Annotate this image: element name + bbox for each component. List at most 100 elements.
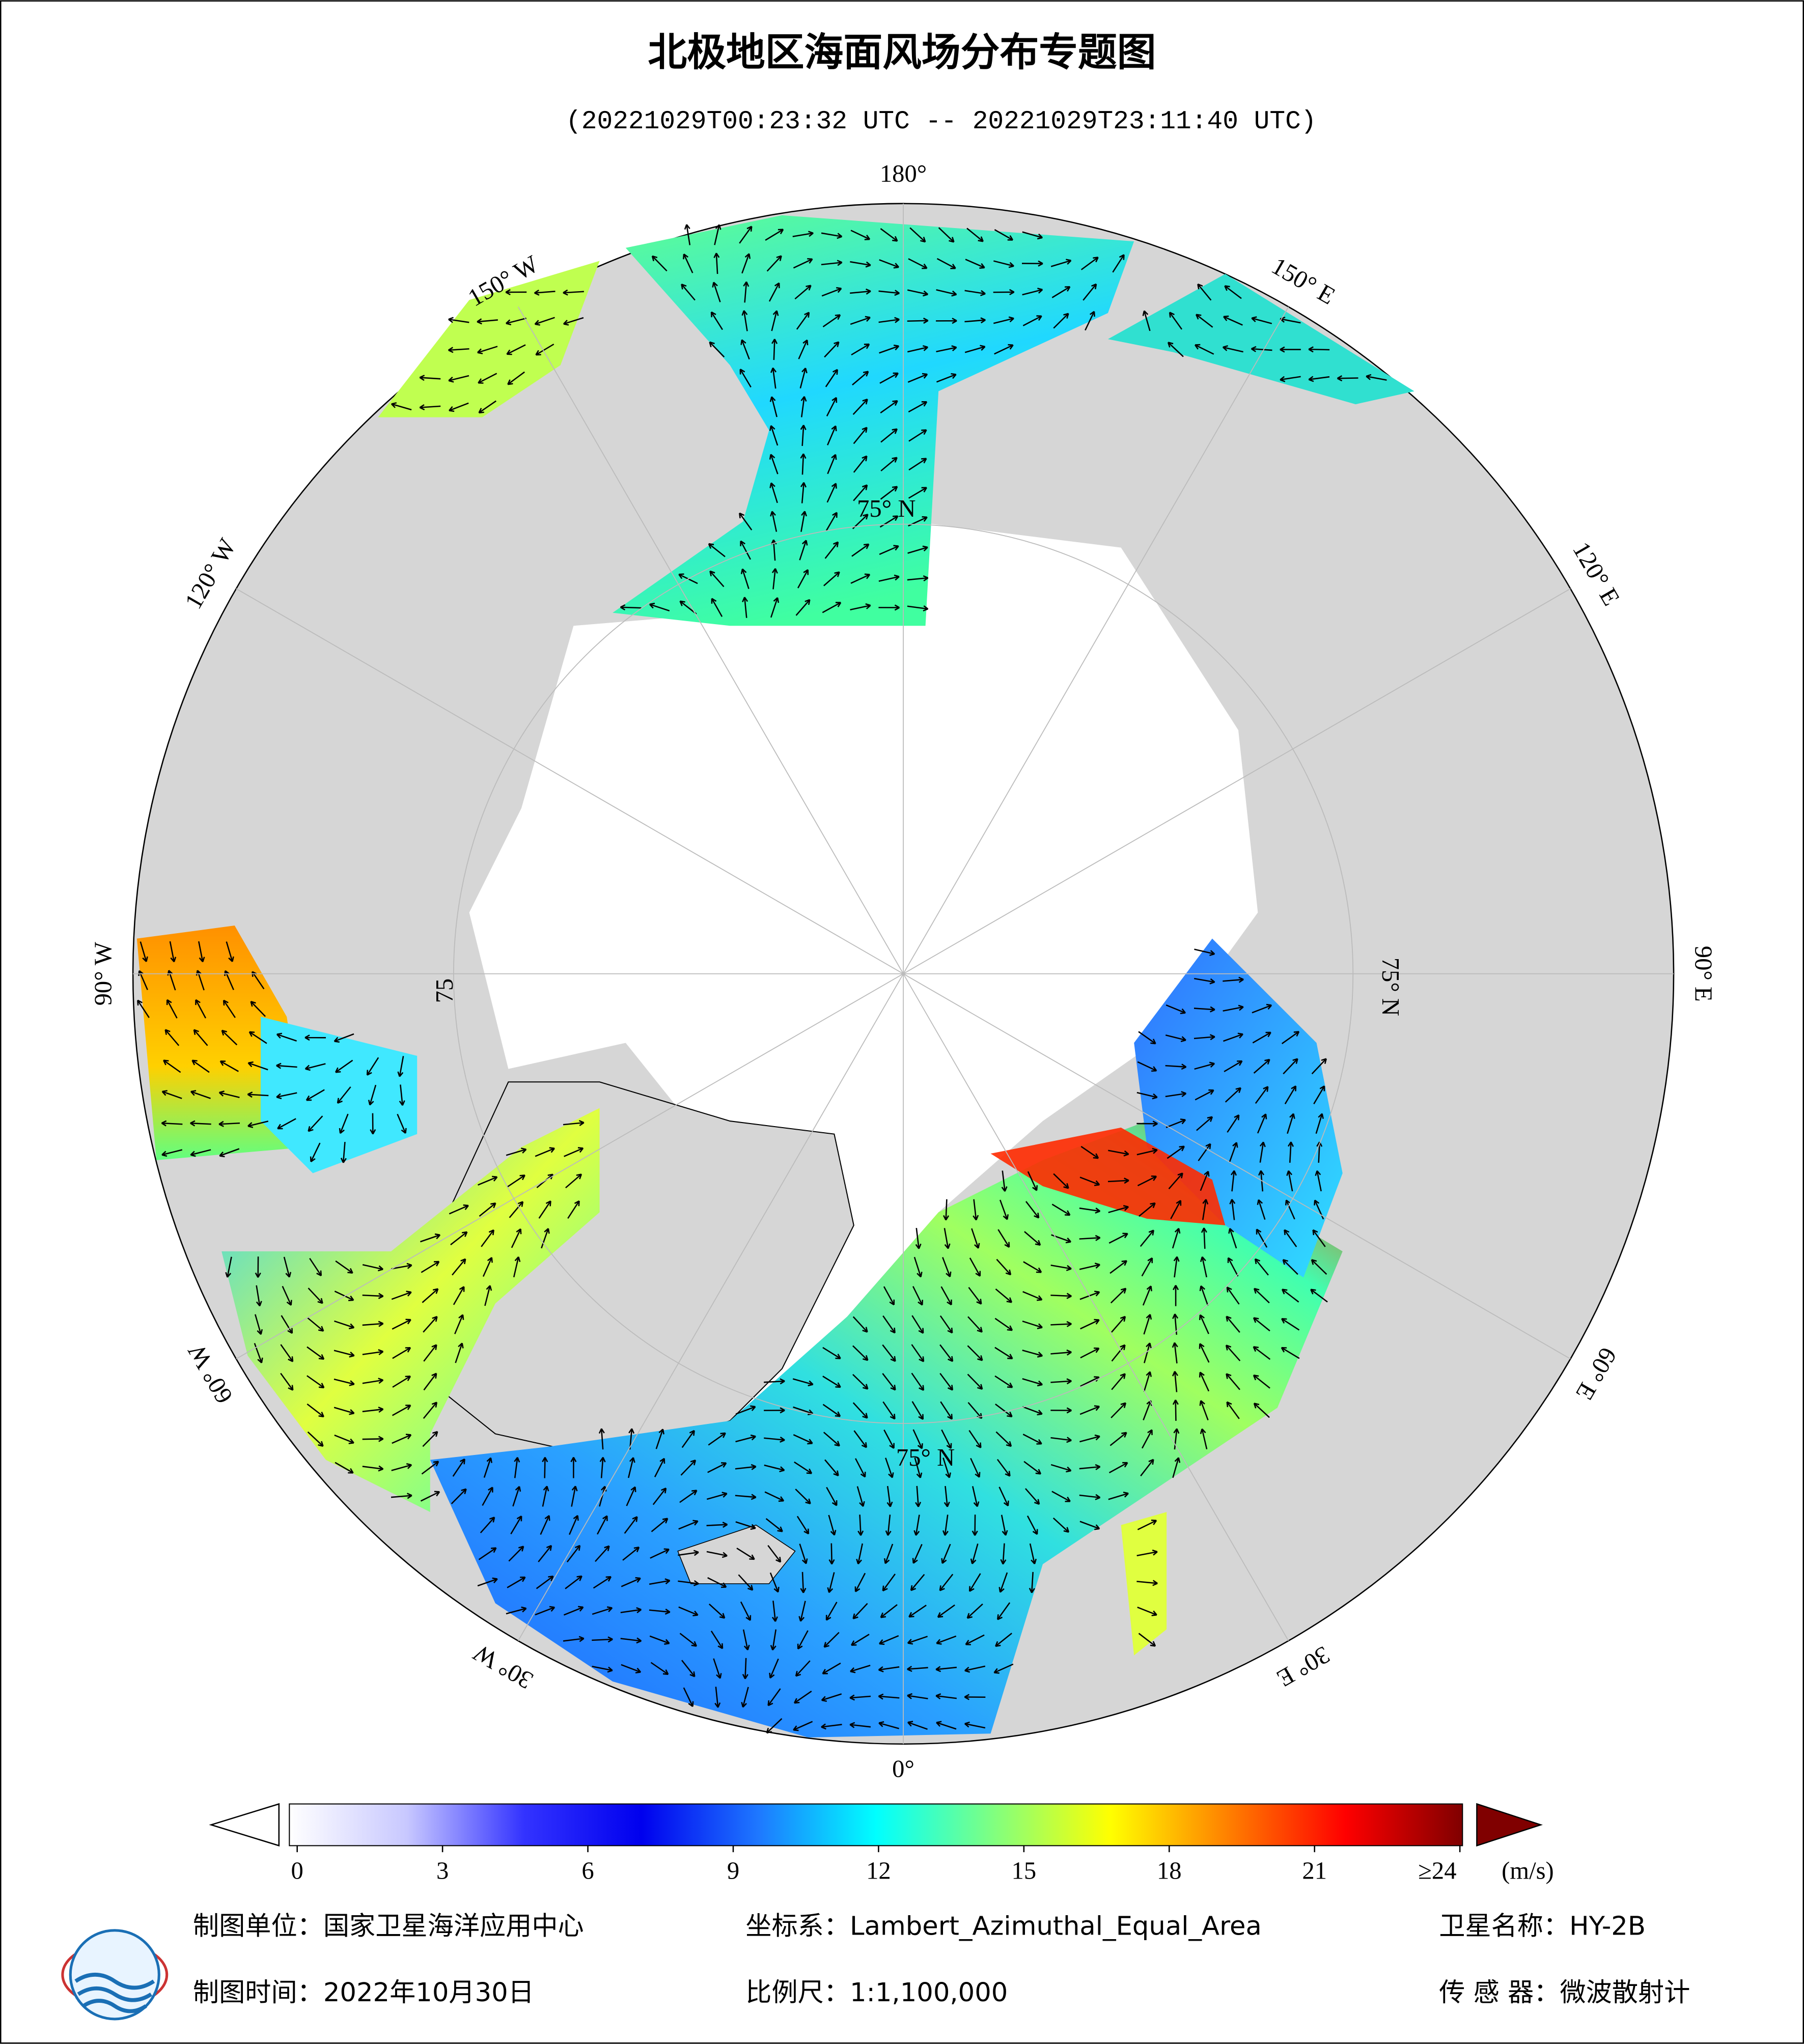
wind-arrow: [507, 1576, 526, 1588]
wind-arrow: [792, 1378, 814, 1387]
wind-arrow: [1202, 1199, 1209, 1220]
wind-arrow: [1259, 1141, 1266, 1163]
wind-arrow: [800, 453, 807, 475]
wind-arrow: [1287, 1141, 1294, 1163]
wind-arrow: [161, 1149, 183, 1157]
wind-arrow: [1254, 1258, 1269, 1276]
wind-arrow: [766, 255, 782, 272]
wind-arrow: [972, 1486, 980, 1507]
wind-arrow: [1142, 1429, 1153, 1449]
wind-arrow: [1173, 1428, 1180, 1450]
wind-arrow: [1311, 1259, 1327, 1275]
wind-arrow: [823, 1432, 840, 1447]
wind-arrow: [853, 484, 868, 501]
wind-arrow: [513, 1256, 521, 1278]
wind-arrow: [883, 1430, 895, 1449]
wind-arrow: [511, 1228, 522, 1248]
wind-arrow: [1194, 977, 1215, 985]
wind-arrow: [880, 1604, 898, 1618]
wind-arrow: [306, 1089, 325, 1101]
wind-arrow: [969, 1257, 981, 1277]
wind-arrow: [971, 1228, 980, 1249]
wind-arrow: [884, 1544, 894, 1564]
wind-arrow: [1136, 1147, 1158, 1156]
wind-arrow: [478, 1547, 497, 1560]
wind-arrow: [740, 540, 752, 560]
wind-arrow: [882, 1401, 896, 1420]
wind-arrow: [304, 1063, 326, 1071]
wind-arrow: [994, 1375, 1013, 1388]
wind-arrow: [1251, 346, 1272, 352]
wind-arrow: [966, 1603, 983, 1619]
wind-arrow: [651, 1518, 669, 1532]
wind-arrow: [190, 1120, 211, 1127]
wind-arrow: [419, 404, 441, 411]
wind-arrow: [935, 1693, 957, 1700]
wind-arrow: [392, 1405, 411, 1416]
wind-arrow: [707, 1462, 727, 1473]
wind-arrow: [970, 1458, 981, 1478]
wind-arrow: [709, 570, 725, 587]
wind-arrow: [542, 1486, 549, 1507]
wind-arrow: [1287, 1113, 1295, 1134]
wind-arrow: [370, 1113, 376, 1135]
wind-arrow: [420, 1233, 441, 1243]
wind-arrow: [362, 1264, 383, 1272]
wind-arrow: [912, 1544, 923, 1564]
wind-arrow: [451, 1488, 467, 1504]
wind-arrow: [743, 281, 750, 303]
wind-arrow: [1251, 316, 1272, 324]
wind-arrow: [1165, 1063, 1187, 1070]
wind-arrow: [996, 1258, 1012, 1276]
wind-arrow: [714, 224, 721, 245]
wind-arrow: [541, 1228, 550, 1249]
wind-arrow: [1223, 1032, 1243, 1042]
colorbar-tick-label: 18: [1157, 1857, 1182, 1884]
wind-arrow: [247, 1091, 269, 1098]
wind-arrow: [735, 1521, 756, 1530]
colorbar-tick-label: 12: [866, 1857, 891, 1884]
wind-arrow: [936, 1721, 957, 1730]
wind-arrow: [250, 1000, 266, 1017]
wind-arrow: [337, 1086, 351, 1104]
wind-arrow: [993, 260, 1014, 268]
wind-arrow: [308, 1287, 323, 1304]
wind-arrow: [1280, 376, 1301, 382]
wind-arrow: [1223, 315, 1243, 326]
wind-arrow: [740, 1601, 752, 1621]
colorbar-tick-label: ≥24: [1418, 1857, 1456, 1884]
wind-arrow: [1022, 1406, 1043, 1416]
wind-arrow: [421, 1261, 440, 1273]
wind-arrow: [1137, 1519, 1157, 1530]
wind-arrow: [964, 345, 986, 353]
wind-arrow: [620, 604, 642, 611]
wind-arrow: [1050, 259, 1072, 267]
wind-arrow: [735, 1464, 757, 1470]
wind-arrow: [764, 1407, 785, 1414]
wind-arrow: [478, 373, 497, 384]
wind-field: [260, 1017, 418, 1173]
wind-arrow: [1312, 1229, 1326, 1247]
wind-arrow: [771, 568, 778, 590]
wind-arrow: [853, 455, 868, 473]
wind-arrow: [828, 1515, 837, 1536]
wind-arrow: [507, 371, 525, 385]
wind-arrow: [939, 1373, 954, 1391]
wind-arrow: [335, 1462, 354, 1474]
wind-arrow: [509, 1201, 524, 1218]
wind-arrow: [1080, 1319, 1100, 1330]
wind-arrow: [1280, 346, 1301, 353]
wind-arrow: [852, 1402, 868, 1419]
wind-arrow: [276, 1032, 297, 1042]
wind-arrow: [764, 1491, 785, 1502]
wind-arrow: [569, 1515, 579, 1535]
wind-arrow: [1200, 1428, 1208, 1449]
wind-arrow: [1172, 1370, 1178, 1392]
wind-arrow: [966, 228, 984, 242]
colorbar-tick-label: 0: [291, 1857, 303, 1884]
wind-arrow: [882, 1344, 896, 1362]
wind-arrow: [878, 604, 900, 611]
meridian-line: [517, 973, 904, 1641]
wind-maximum: [990, 1127, 1226, 1225]
footer-date: 制图时间：2022年10月30日: [193, 1977, 534, 2008]
